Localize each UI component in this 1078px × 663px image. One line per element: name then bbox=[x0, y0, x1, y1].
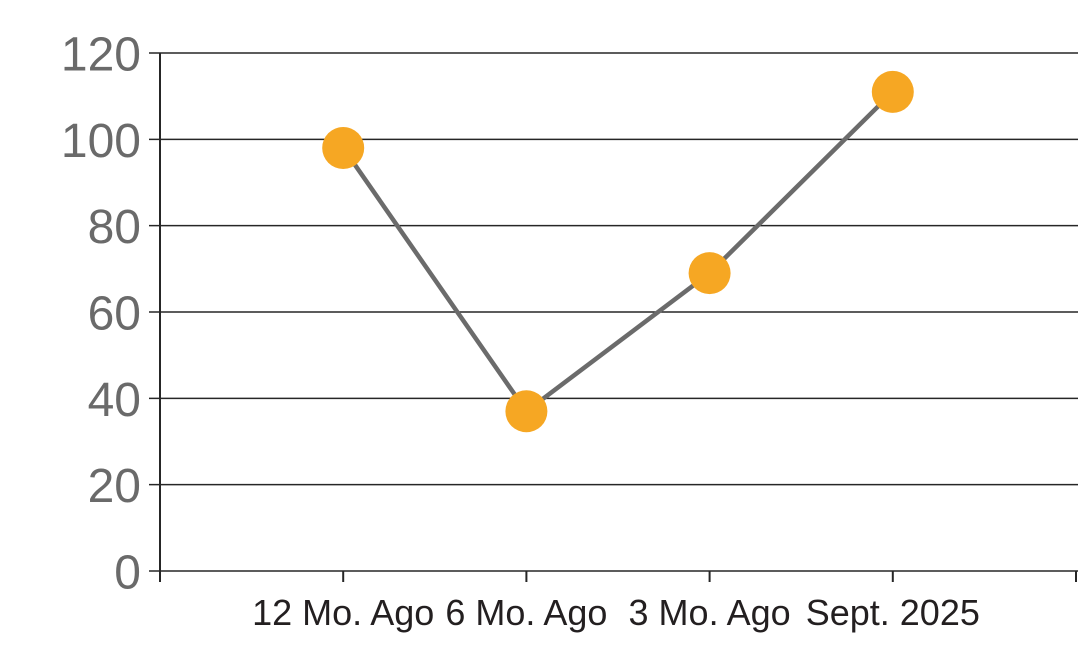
y-axis-tick-label: 100 bbox=[61, 115, 141, 168]
x-axis-tick-label: 6 Mo. Ago bbox=[445, 592, 607, 633]
y-axis-tick-label: 40 bbox=[88, 374, 141, 427]
y-axis-tick-label: 60 bbox=[88, 287, 141, 340]
y-axis-tick-label: 20 bbox=[88, 460, 141, 513]
data-point-marker bbox=[871, 70, 914, 113]
data-point-marker bbox=[322, 126, 365, 169]
x-axis-tick-label: Sept. 2025 bbox=[806, 592, 980, 633]
x-axis-tick-label: 12 Mo. Ago bbox=[252, 592, 434, 633]
data-point-marker bbox=[688, 252, 731, 295]
series-line bbox=[341, 90, 895, 415]
x-axis-tick-label: 3 Mo. Ago bbox=[629, 592, 791, 633]
data-point-marker bbox=[505, 390, 548, 433]
y-axis-tick-label: 80 bbox=[88, 201, 141, 254]
y-axis-tick-label: 120 bbox=[61, 28, 141, 81]
y-axis-tick-label: 0 bbox=[114, 546, 141, 599]
